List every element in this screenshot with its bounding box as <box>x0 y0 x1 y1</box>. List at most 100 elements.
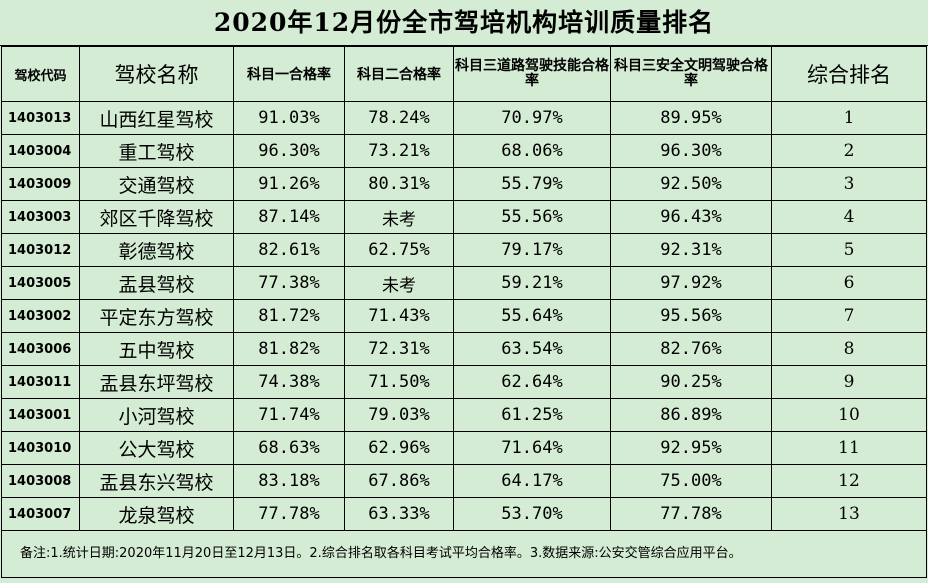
cell-subject1: 71.74% <box>233 398 345 432</box>
header-code: 驾校代码 <box>1 46 80 102</box>
cell-subject3-safe: 82.76% <box>610 332 772 366</box>
cell-name: 盂县驾校 <box>79 266 234 300</box>
cell-rank: 4 <box>771 200 927 234</box>
cell-subject1: 81.72% <box>233 299 345 333</box>
cell-subject3-safe: 92.50% <box>610 167 772 201</box>
cell-subject3-safe: 89.95% <box>610 101 772 135</box>
cell-rank: 12 <box>771 464 927 498</box>
cell-rank: 5 <box>771 233 927 267</box>
cell-name: 盂县东兴驾校 <box>79 464 234 498</box>
cell-subject3-safe: 92.31% <box>610 233 772 267</box>
cell-subject2: 71.50% <box>344 365 454 399</box>
header-rank: 综合排名 <box>771 46 927 102</box>
cell-name: 郊区千降驾校 <box>79 200 234 234</box>
table-row: 1403001 小河驾校 71.74% 79.03% 61.25% 86.89% 10 <box>1 398 927 432</box>
header-subject1: 科目一合格率 <box>233 46 345 102</box>
cell-name: 公大驾校 <box>79 431 234 465</box>
cell-subject3-road: 70.97% <box>453 101 611 135</box>
header-row: 驾校代码 驾校名称 科目一合格率 科目二合格率 科目三道路驾驶技能合格率 科目三… <box>1 46 927 102</box>
page-title: 2020年12月份全市驾培机构培训质量排名 <box>0 0 928 46</box>
cell-subject2: 62.96% <box>344 431 454 465</box>
cell-name: 五中驾校 <box>79 332 234 366</box>
cell-subject3-safe: 90.25% <box>610 365 772 399</box>
cell-subject2: 80.31% <box>344 167 454 201</box>
cell-subject1: 82.61% <box>233 233 345 267</box>
cell-subject3-road: 64.17% <box>453 464 611 498</box>
cell-rank: 6 <box>771 266 927 300</box>
cell-name: 山西红星驾校 <box>79 101 234 135</box>
header-subject3-safe: 科目三安全文明驾驶合格率 <box>610 46 772 102</box>
cell-subject1: 96.30% <box>233 134 345 168</box>
table-row: 1403009 交通驾校 91.26% 80.31% 55.79% 92.50% 3 <box>1 167 927 201</box>
table-row: 1403004 重工驾校 96.30% 73.21% 68.06% 96.30% 2 <box>1 134 927 168</box>
cell-subject2: 73.21% <box>344 134 454 168</box>
cell-subject1: 83.18% <box>233 464 345 498</box>
footnote: 备注:1.统计日期:2020年11月20日至12月13日。2.综合排名取各科目考… <box>1 531 927 578</box>
table-row: 1403010 公大驾校 68.63% 62.96% 71.64% 92.95% 11 <box>1 431 927 465</box>
cell-subject3-road: 61.25% <box>453 398 611 432</box>
cell-subject3-safe: 86.89% <box>610 398 772 432</box>
cell-subject3-safe: 97.92% <box>610 266 772 300</box>
table-row: 1403005 盂县驾校 77.38% 未考 59.21% 97.92% 6 <box>1 266 927 300</box>
ranking-table: 驾校代码 驾校名称 科目一合格率 科目二合格率 科目三道路驾驶技能合格率 科目三… <box>1 46 927 531</box>
cell-code: 1403010 <box>1 431 80 465</box>
cell-code: 1403006 <box>1 332 80 366</box>
cell-name: 重工驾校 <box>79 134 234 168</box>
table-row: 1403013 山西红星驾校 91.03% 78.24% 70.97% 89.95% 1 <box>1 101 927 135</box>
cell-code: 1403004 <box>1 134 80 168</box>
cell-subject1: 77.78% <box>233 497 345 531</box>
cell-subject1: 68.63% <box>233 431 345 465</box>
cell-subject3-road: 79.17% <box>453 233 611 267</box>
cell-subject1: 77.38% <box>233 266 345 300</box>
cell-subject3-road: 55.79% <box>453 167 611 201</box>
cell-subject3-road: 62.64% <box>453 365 611 399</box>
table-row: 1403012 彰德驾校 82.61% 62.75% 79.17% 92.31% 5 <box>1 233 927 267</box>
cell-rank: 8 <box>771 332 927 366</box>
cell-name: 盂县东坪驾校 <box>79 365 234 399</box>
cell-name: 交通驾校 <box>79 167 234 201</box>
cell-subject3-road: 71.64% <box>453 431 611 465</box>
cell-rank: 10 <box>771 398 927 432</box>
table-row: 1403007 龙泉驾校 77.78% 63.33% 53.70% 77.78% 13 <box>1 497 927 531</box>
cell-code: 1403005 <box>1 266 80 300</box>
cell-subject3-road: 55.56% <box>453 200 611 234</box>
cell-code: 1403007 <box>1 497 80 531</box>
header-subject3-road: 科目三道路驾驶技能合格率 <box>453 46 611 102</box>
cell-rank: 1 <box>771 101 927 135</box>
cell-rank: 13 <box>771 497 927 531</box>
cell-code: 1403001 <box>1 398 80 432</box>
cell-name: 龙泉驾校 <box>79 497 234 531</box>
cell-subject2: 72.31% <box>344 332 454 366</box>
cell-subject1: 91.03% <box>233 101 345 135</box>
cell-subject3-road: 59.21% <box>453 266 611 300</box>
cell-subject3-road: 63.54% <box>453 332 611 366</box>
cell-name: 平定东方驾校 <box>79 299 234 333</box>
table-row: 1403011 盂县东坪驾校 74.38% 71.50% 62.64% 90.25% 9 <box>1 365 927 399</box>
cell-subject2: 63.33% <box>344 497 454 531</box>
cell-code: 1403012 <box>1 233 80 267</box>
cell-rank: 11 <box>771 431 927 465</box>
header-name: 驾校名称 <box>79 46 234 102</box>
cell-subject3-safe: 92.95% <box>610 431 772 465</box>
cell-subject1: 87.14% <box>233 200 345 234</box>
cell-subject2: 未考 <box>344 200 454 234</box>
cell-subject2: 67.86% <box>344 464 454 498</box>
cell-code: 1403011 <box>1 365 80 399</box>
cell-subject3-road: 55.64% <box>453 299 611 333</box>
cell-subject1: 91.26% <box>233 167 345 201</box>
cell-rank: 7 <box>771 299 927 333</box>
cell-subject2: 未考 <box>344 266 454 300</box>
cell-subject3-road: 68.06% <box>453 134 611 168</box>
cell-name: 彰德驾校 <box>79 233 234 267</box>
cell-subject3-safe: 77.78% <box>610 497 772 531</box>
cell-subject3-safe: 96.43% <box>610 200 772 234</box>
cell-subject1: 74.38% <box>233 365 345 399</box>
cell-rank: 9 <box>771 365 927 399</box>
cell-rank: 2 <box>771 134 927 168</box>
table-row: 1403006 五中驾校 81.82% 72.31% 63.54% 82.76% 8 <box>1 332 927 366</box>
cell-code: 1403013 <box>1 101 80 135</box>
cell-subject2: 62.75% <box>344 233 454 267</box>
cell-code: 1403002 <box>1 299 80 333</box>
cell-subject2: 71.43% <box>344 299 454 333</box>
